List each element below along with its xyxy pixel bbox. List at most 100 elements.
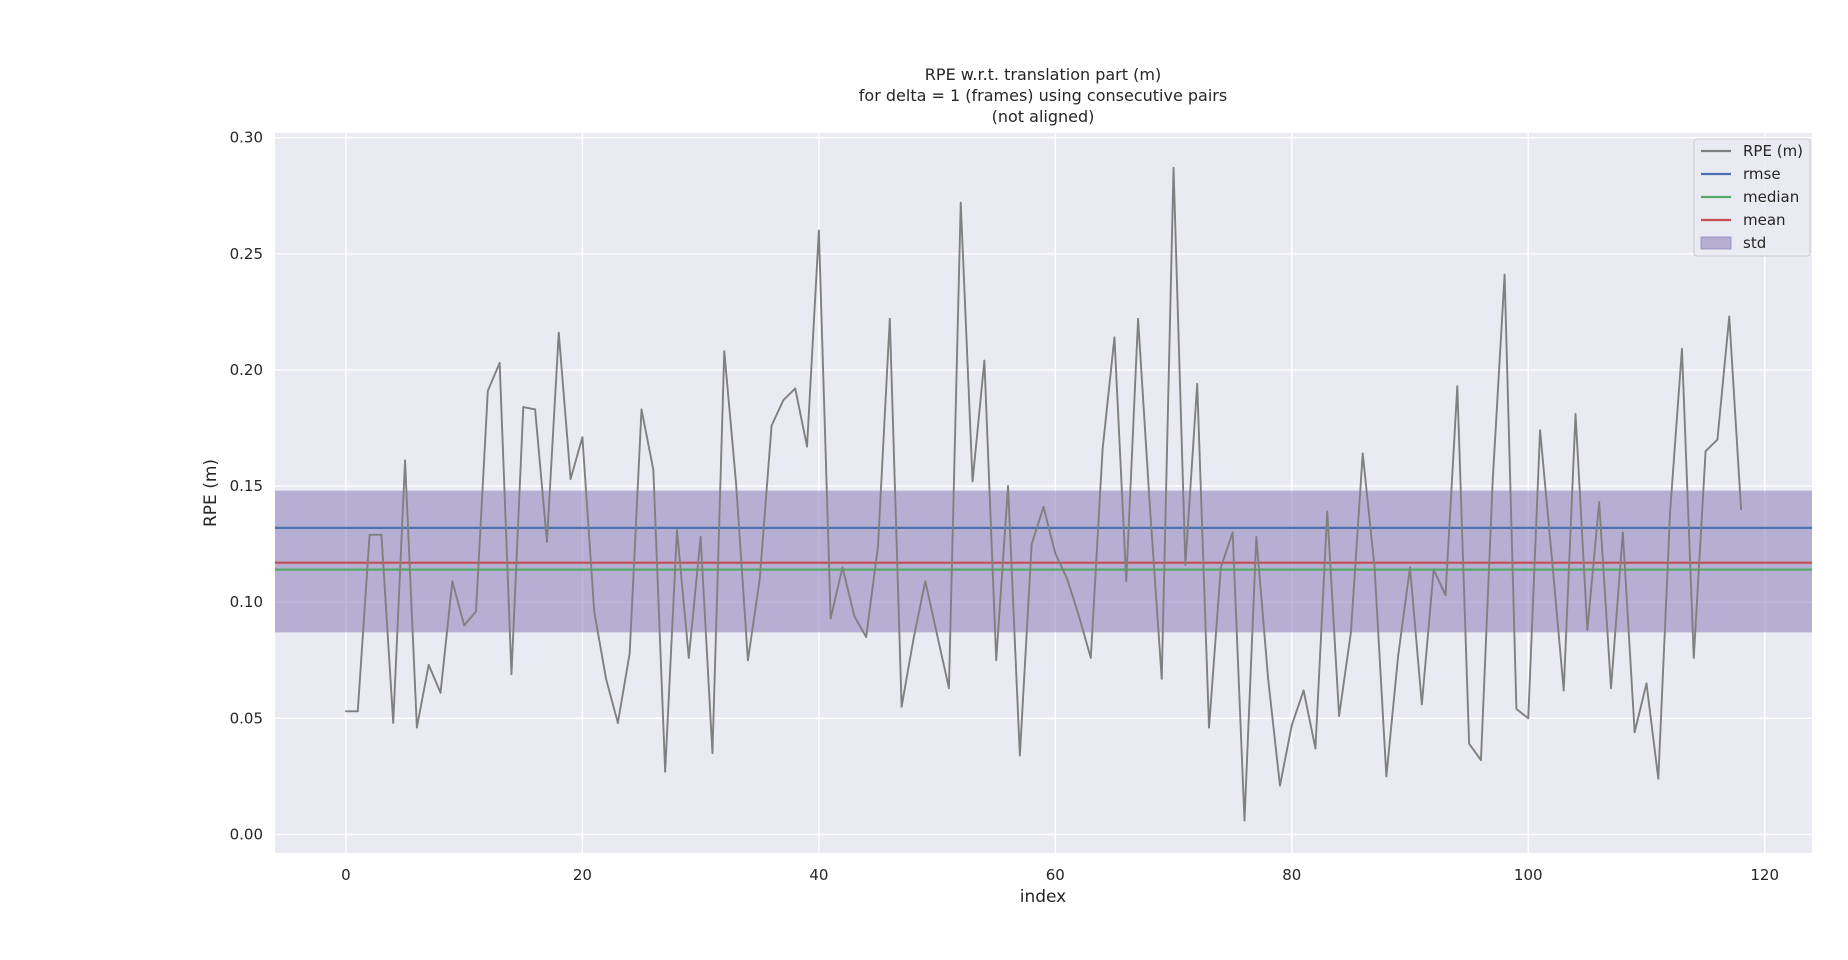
rpe-data-point (1503, 273, 1506, 276)
rpe-data-point (605, 677, 607, 680)
rpe-data-point (581, 436, 584, 439)
rpe-data-point (345, 710, 347, 713)
rpe-data-point (1397, 654, 1400, 657)
rpe-data-point (1089, 657, 1092, 659)
rpe-data-point (451, 580, 454, 583)
rpe-data-point (368, 533, 371, 536)
rpe-data-point (829, 617, 832, 620)
rpe-data-point (1420, 703, 1423, 706)
chart-title-line-1: RPE w.r.t. translation part (m) (925, 65, 1161, 84)
rpe-data-point (912, 638, 915, 641)
rpe-data-point (415, 726, 418, 729)
rpe-data-point (1066, 578, 1069, 580)
rpe-data-point (723, 350, 726, 353)
rpe-data-point (853, 615, 856, 617)
rpe-data-point (770, 424, 773, 427)
rpe-data-point (900, 705, 903, 708)
x-tick-label: 100 (1514, 866, 1543, 884)
y-tick-label: 0.25 (230, 245, 263, 263)
rpe-data-point (1137, 317, 1139, 320)
y-tick-label: 0.05 (230, 709, 263, 727)
rpe-data-point (1669, 510, 1672, 513)
rpe-data-point (510, 673, 513, 676)
rpe-data-point (1149, 506, 1151, 508)
rpe-data-point (747, 659, 749, 662)
rpe-data-point (475, 610, 477, 613)
rpe-data-point (546, 540, 548, 543)
rpe-data-point (735, 482, 737, 485)
rpe-data-point (1279, 784, 1281, 787)
rpe-data-point (758, 578, 761, 580)
rpe-data-point (983, 359, 986, 362)
rpe-data-point (1030, 543, 1033, 545)
rpe-data-point (971, 480, 974, 483)
rpe-data-point (1610, 687, 1612, 689)
legend-label: median (1743, 188, 1799, 206)
rpe-data-point (664, 770, 667, 773)
rpe-data-point (1385, 775, 1388, 778)
rpe-data-point (569, 478, 572, 480)
rpe-data-point (1267, 677, 1270, 680)
rpe-data-point (817, 229, 820, 232)
rpe-data-point (1728, 315, 1731, 318)
legend-label: rmse (1743, 165, 1781, 183)
rpe-data-point (652, 468, 655, 471)
x-tick-label: 0 (341, 866, 351, 884)
rpe-data-point (841, 566, 844, 569)
rpe-data-point (628, 652, 631, 655)
rpe-data-point (1456, 385, 1459, 388)
rpe-data-point (439, 691, 442, 694)
rpe-data-point (1219, 566, 1222, 569)
rpe-data-point (1007, 485, 1009, 487)
rpe-data-point (486, 389, 489, 392)
x-tick-label: 80 (1282, 866, 1301, 884)
rpe-data-point (1350, 631, 1352, 634)
rpe-data-point (877, 545, 879, 548)
rpe-data-point (806, 445, 808, 448)
rpe-data-point (1621, 531, 1624, 534)
x-axis-label: index (1020, 887, 1067, 907)
rpe-data-point (1290, 724, 1293, 727)
legend-label: mean (1743, 211, 1786, 229)
rpe-data-point (1539, 429, 1541, 432)
rpe-data-point (557, 331, 560, 334)
rpe-data-point (1172, 166, 1175, 169)
rpe-data-point (1054, 552, 1057, 555)
rpe-data-point (948, 687, 950, 689)
x-tick-label: 20 (573, 866, 592, 884)
rpe-data-point (1208, 726, 1210, 729)
rpe-data-point (1740, 508, 1742, 511)
rpe-data-point (593, 610, 596, 613)
rpe-data-point (1704, 450, 1707, 453)
rpe-data-point (616, 722, 619, 724)
rpe-data-point (380, 533, 383, 536)
y-tick-label: 0.30 (230, 129, 263, 147)
rpe-data-point (1101, 447, 1104, 450)
rpe-data-point (1480, 759, 1482, 761)
chart-title-line-2: for delta = 1 (frames) using consecutive… (859, 86, 1227, 105)
rpe-data-point (427, 663, 430, 666)
chart-title-line-3: (not aligned) (992, 107, 1095, 126)
rpe-data-point (1562, 689, 1565, 692)
rpe-data-point (1184, 564, 1187, 566)
legend: RPE (m) rmse median mean std (1693, 138, 1811, 257)
rpe-data-point (392, 722, 395, 724)
x-tick-label: 60 (1046, 866, 1065, 884)
legend-label: RPE (m) (1743, 142, 1803, 160)
rpe-data-point (1231, 531, 1234, 534)
rpe-data-point (936, 633, 938, 636)
rpe-data-point (888, 317, 891, 320)
legend-swatch-std (1700, 236, 1732, 250)
rpe-data-point (1042, 506, 1045, 508)
rpe-data-point (1574, 413, 1577, 415)
rpe-data-point (1326, 510, 1329, 513)
rpe-data-point (534, 408, 537, 411)
y-tick-label: 0.10 (230, 593, 263, 611)
rpe-data-point (1243, 819, 1246, 822)
rpe-data-point (1586, 629, 1589, 631)
rpe-data-point (794, 387, 797, 390)
rpe-data-point (959, 201, 962, 204)
rpe-data-point (1018, 754, 1021, 757)
rpe-data-point (1314, 747, 1317, 750)
